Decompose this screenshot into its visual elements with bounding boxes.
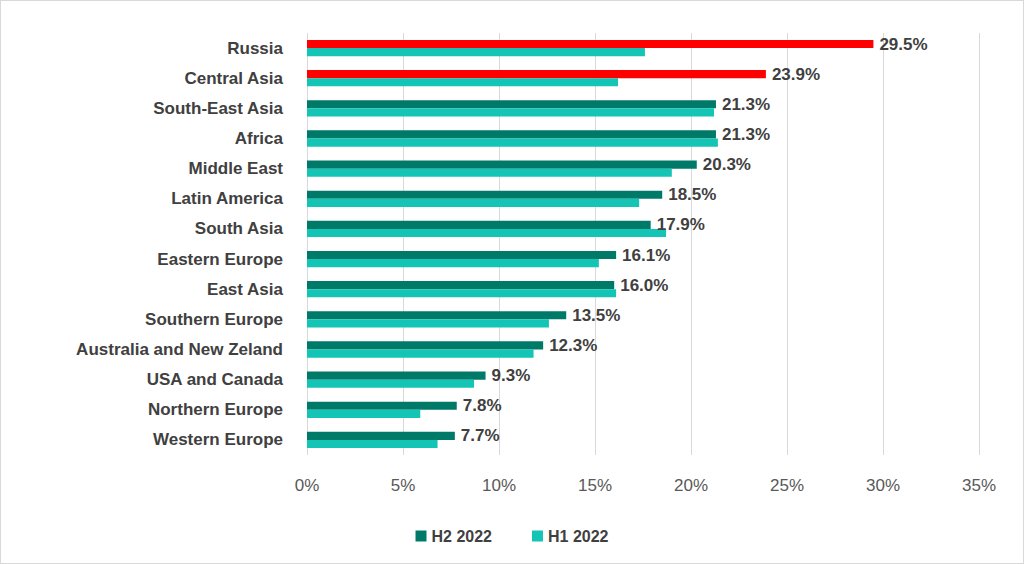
svg-text:South-East Asia: South-East Asia (153, 99, 283, 118)
svg-text:20%: 20% (674, 476, 708, 495)
svg-text:Middle East: Middle East (189, 159, 284, 178)
svg-text:21.3%: 21.3% (722, 95, 770, 114)
svg-text:5%: 5% (391, 476, 416, 495)
svg-text:30%: 30% (866, 476, 900, 495)
svg-text:USA and Canada: USA and Canada (147, 370, 284, 389)
svg-text:East Asia: East Asia (207, 280, 283, 299)
svg-text:7.8%: 7.8% (463, 396, 502, 415)
svg-text:H2 2022: H2 2022 (432, 528, 493, 545)
svg-text:0%: 0% (295, 476, 320, 495)
svg-text:South Asia: South Asia (195, 219, 284, 238)
svg-text:17.9%: 17.9% (657, 215, 705, 234)
svg-text:Russia: Russia (227, 39, 283, 58)
svg-text:Latin America: Latin America (171, 189, 283, 208)
svg-text:15%: 15% (578, 476, 612, 495)
svg-text:29.5%: 29.5% (879, 35, 927, 54)
svg-text:Southern Europe: Southern Europe (145, 310, 283, 329)
svg-text:18.5%: 18.5% (668, 185, 716, 204)
svg-text:13.5%: 13.5% (572, 306, 620, 325)
svg-text:16.1%: 16.1% (622, 246, 670, 265)
svg-text:25%: 25% (770, 476, 804, 495)
svg-text:Central Asia: Central Asia (184, 69, 283, 88)
svg-text:Africa: Africa (235, 129, 284, 148)
svg-text:Western Europe: Western Europe (153, 430, 283, 449)
svg-text:Eastern Europe: Eastern Europe (157, 250, 283, 269)
svg-text:35%: 35% (962, 476, 996, 495)
svg-text:7.7%: 7.7% (461, 426, 500, 445)
svg-text:H1 2022: H1 2022 (548, 528, 609, 545)
svg-text:23.9%: 23.9% (772, 65, 820, 84)
svg-text:Northern Europe: Northern Europe (148, 400, 283, 419)
svg-text:9.3%: 9.3% (492, 366, 531, 385)
svg-text:10%: 10% (482, 476, 516, 495)
svg-text:Australia and New Zeland: Australia and New Zeland (76, 340, 283, 359)
svg-text:12.3%: 12.3% (549, 336, 597, 355)
svg-text:21.3%: 21.3% (722, 125, 770, 144)
svg-text:20.3%: 20.3% (703, 155, 751, 174)
svg-text:16.0%: 16.0% (620, 276, 668, 295)
